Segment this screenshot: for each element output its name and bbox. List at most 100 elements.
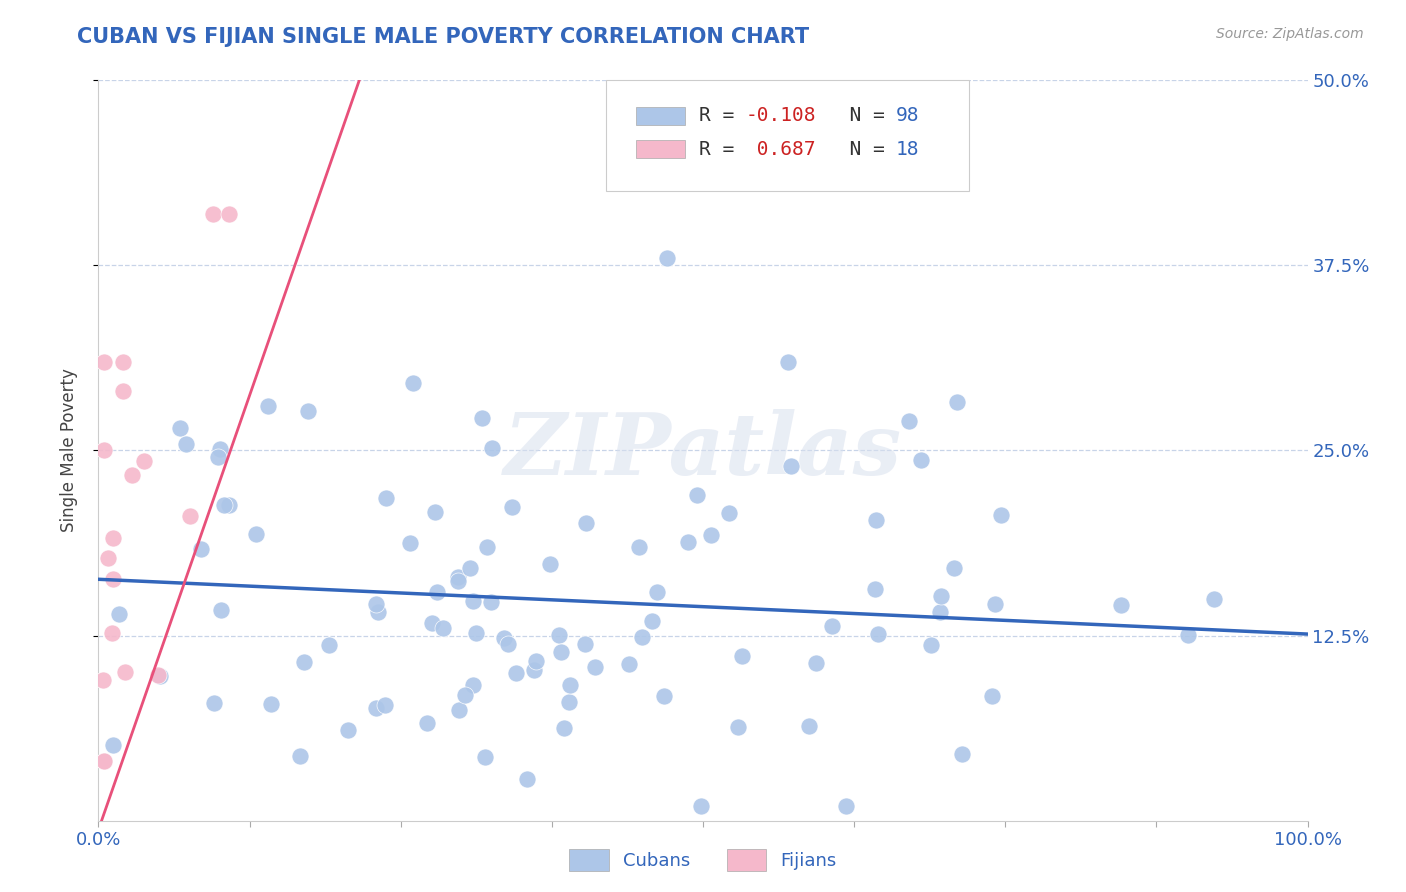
Point xyxy=(516,772,538,786)
Text: N =: N = xyxy=(827,106,897,125)
Point xyxy=(575,516,598,531)
Point xyxy=(929,590,952,604)
Point xyxy=(202,206,225,220)
Y-axis label: Single Male Poverty: Single Male Poverty xyxy=(59,368,77,533)
Point xyxy=(146,668,169,682)
Point xyxy=(631,631,654,645)
Point xyxy=(367,605,389,619)
Point xyxy=(505,665,527,680)
Point xyxy=(337,723,360,738)
Point xyxy=(423,505,446,519)
Point xyxy=(865,513,887,527)
Point xyxy=(97,550,120,565)
Point xyxy=(374,698,396,713)
Point xyxy=(730,649,752,664)
Point xyxy=(218,206,240,220)
Point xyxy=(863,582,886,596)
Point xyxy=(689,798,711,813)
Point xyxy=(91,673,114,688)
Point xyxy=(619,657,641,671)
Point xyxy=(479,595,502,609)
Point xyxy=(474,749,496,764)
Point xyxy=(475,540,498,554)
Point xyxy=(93,354,115,368)
Point xyxy=(990,508,1012,523)
Point xyxy=(447,703,470,717)
Point xyxy=(114,665,136,679)
Point xyxy=(686,488,709,502)
Point xyxy=(294,655,316,669)
Point xyxy=(260,698,283,712)
Point xyxy=(676,535,699,549)
Text: ZIPatlas: ZIPatlas xyxy=(503,409,903,492)
Text: 0.687: 0.687 xyxy=(745,140,815,159)
Point xyxy=(458,561,481,575)
Legend: Cubans, Fijians: Cubans, Fijians xyxy=(562,842,844,879)
Point xyxy=(212,498,235,512)
Point xyxy=(179,508,201,523)
Point xyxy=(134,453,156,467)
Point xyxy=(652,689,675,703)
Point xyxy=(364,700,387,714)
Point xyxy=(169,421,191,435)
Point xyxy=(627,540,650,554)
Point xyxy=(101,738,124,752)
Point xyxy=(929,605,952,619)
Point xyxy=(416,716,439,731)
Point xyxy=(111,354,134,368)
Point xyxy=(984,598,1007,612)
Point xyxy=(149,668,172,682)
Point xyxy=(111,384,134,399)
Point xyxy=(950,747,973,761)
Point xyxy=(797,719,820,733)
Point xyxy=(558,678,581,692)
Point xyxy=(897,414,920,428)
Point xyxy=(202,696,225,710)
Point xyxy=(550,645,572,659)
Point xyxy=(207,450,229,464)
Point xyxy=(776,354,799,368)
Point xyxy=(866,627,889,641)
Point xyxy=(318,638,340,652)
Point xyxy=(101,572,124,586)
Point xyxy=(910,452,932,467)
Point xyxy=(93,755,115,769)
Point xyxy=(553,721,575,735)
Point xyxy=(641,614,664,628)
Point xyxy=(1177,628,1199,642)
Point xyxy=(374,491,396,505)
Point xyxy=(209,442,232,456)
Point xyxy=(1204,592,1226,607)
Point xyxy=(558,695,581,709)
Point xyxy=(463,594,485,608)
Point xyxy=(463,678,485,692)
Point xyxy=(121,467,143,482)
Point xyxy=(453,688,475,702)
Point xyxy=(574,636,596,650)
Point xyxy=(471,411,494,425)
Text: Source: ZipAtlas.com: Source: ZipAtlas.com xyxy=(1216,27,1364,41)
Point xyxy=(1109,598,1132,612)
Point xyxy=(426,585,449,599)
Point xyxy=(548,628,571,642)
Point xyxy=(945,394,967,409)
Point xyxy=(492,631,515,645)
Point xyxy=(174,437,197,451)
Text: R =: R = xyxy=(699,106,747,125)
Point xyxy=(655,251,678,265)
Point xyxy=(447,569,470,583)
Point xyxy=(583,660,606,674)
Point xyxy=(718,506,741,520)
Point xyxy=(297,403,319,417)
Text: 98: 98 xyxy=(896,106,918,125)
Point xyxy=(101,626,124,640)
FancyBboxPatch shape xyxy=(637,106,685,125)
Point xyxy=(943,560,966,574)
Point xyxy=(647,585,669,599)
Point xyxy=(538,557,561,571)
Point xyxy=(108,607,131,621)
Point xyxy=(804,656,827,670)
Text: -0.108: -0.108 xyxy=(745,106,815,125)
Point xyxy=(464,626,486,640)
Point xyxy=(821,619,844,633)
